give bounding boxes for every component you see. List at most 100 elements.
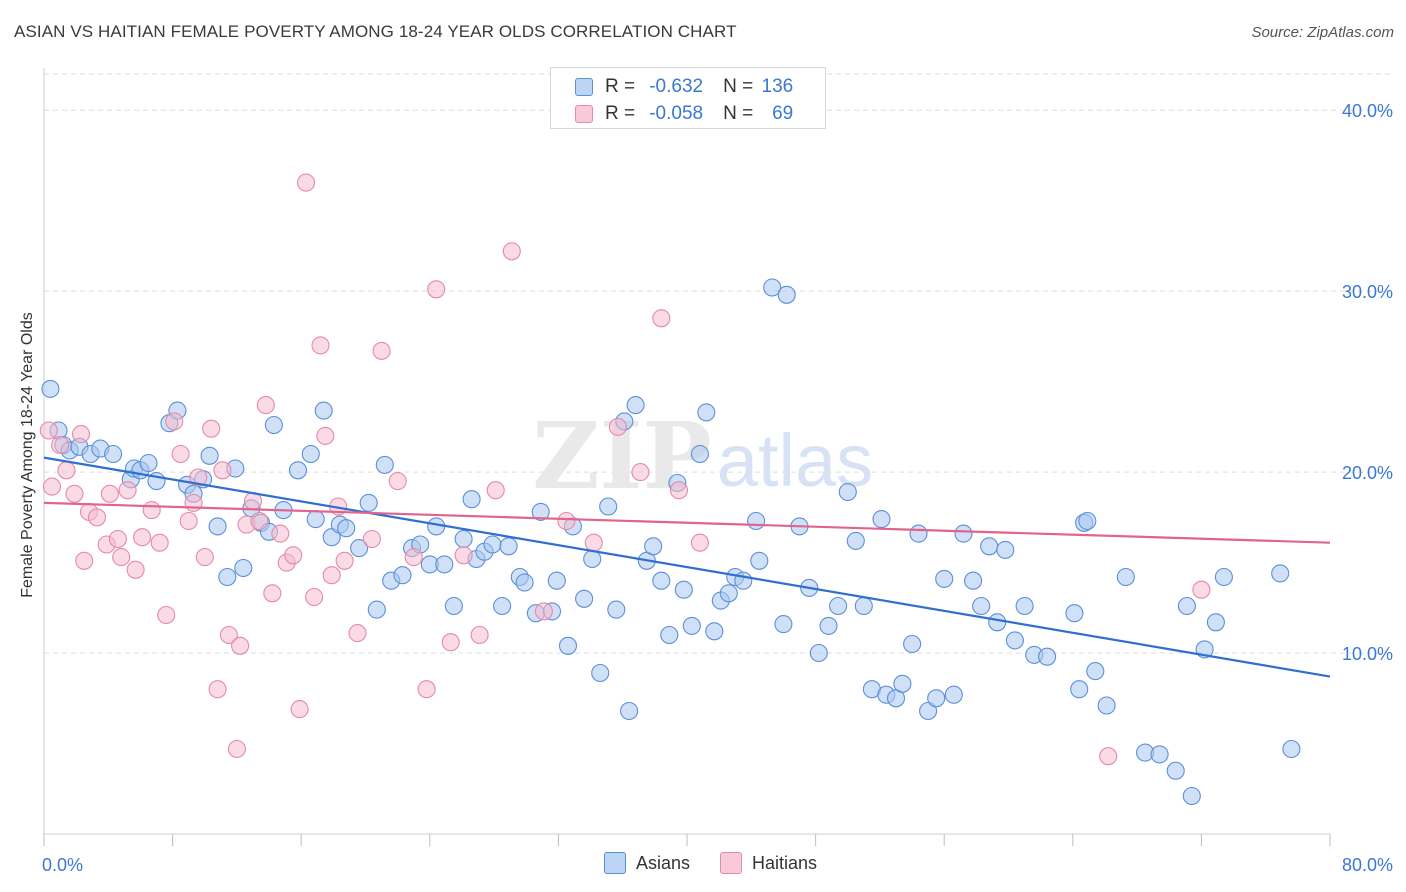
asian-point [41,379,60,398]
asian-point [697,403,716,422]
asian-point [682,616,701,635]
asian-point [200,446,219,465]
chart-title: ASIAN VS HAITIAN FEMALE POVERTY AMONG 18… [14,22,737,41]
asian-point [626,396,645,415]
asian-point [1038,647,1057,666]
source-label: Source: ZipAtlas.com [1251,24,1394,41]
haitian-point [75,551,94,570]
haitian-point [1192,580,1211,599]
haitian-point [608,417,627,436]
haitian-point [470,625,489,645]
haitians-legend-swatch [720,852,743,874]
haitian-point [404,548,423,567]
asian-point [104,444,123,464]
asian-point [829,596,848,616]
haitian-point [108,529,127,549]
haitian-point [388,472,407,491]
asian-point [367,600,386,619]
legend-item-haitians[interactable]: Haitians [720,852,817,874]
haitian-point [557,511,576,531]
asian-point [1116,567,1135,587]
asian-point [652,571,671,590]
r-label: R = [605,76,636,97]
y-tick-label: 20.0% [1342,463,1393,483]
r-value: -0.058 [649,103,704,124]
asian-point [674,580,693,599]
haitian-point [195,548,214,567]
r-label: R = [605,103,636,124]
asian-point [964,571,983,590]
haitian-point [284,546,303,565]
series-legend: Asians Haitians [604,852,847,874]
haitian-point [263,584,282,603]
y-axis-label: Female Poverty Among 18-24 Year Olds [19,312,36,598]
y-tick-label: 30.0% [1342,282,1393,302]
haitian-point [322,566,341,585]
asian-point [777,285,796,304]
haitian-point [335,551,354,570]
asian-point [375,455,394,474]
asians-trend-line [43,456,1331,678]
haitian-point [100,484,119,503]
haitian-point [1099,747,1118,766]
asian-point [314,401,333,420]
haitian-point [157,605,176,625]
x-tick-label: 80.0% [1342,855,1393,875]
asian-point [893,674,912,693]
stats-legend: R = -0.632 N = 136 R = -0.058 N = 69 [550,67,826,129]
asian-point [139,453,158,473]
y-tick-label: 10.0% [1342,644,1393,664]
asian-point [919,701,938,721]
asian-point [1086,662,1105,681]
r-value: -0.632 [649,76,704,97]
haitian-point [427,280,446,299]
asian-point [838,482,857,502]
asian-point [234,558,253,578]
asian-point [218,567,237,587]
asian-point [435,555,454,574]
asian-point [575,589,594,608]
haitians-swatch [575,105,593,123]
haitian-point [57,461,76,480]
haitian-point [39,421,58,440]
haitian-point [213,461,232,480]
asian-point [547,571,566,590]
haitian-point [171,444,190,464]
asian-point [322,528,341,547]
asian-point [1097,696,1116,715]
haitian-point [65,484,84,503]
legend-item-asians[interactable]: Asians [604,852,690,874]
points-layer [39,173,1301,806]
haitian-point [669,481,689,500]
haitian-point [311,336,330,355]
stats-row-asians: R = -0.632 N = 136 [575,74,793,100]
asian-point [359,493,378,512]
asian-point [620,701,639,721]
asian-point [690,444,709,464]
haitian-point [290,700,309,719]
asian-point [854,596,873,616]
legend-label-haitians: Haitians [752,852,818,873]
n-value: 69 [772,103,794,124]
asian-point [935,569,954,588]
asian-point [301,444,320,464]
haitian-point [652,309,671,328]
asian-point [719,584,738,603]
haitian-point [142,501,161,520]
asian-point [644,537,663,556]
n-label: N = [723,103,754,124]
asian-point [558,636,578,655]
haitian-point [133,528,152,547]
asian-point [927,689,946,708]
asian-point [774,615,793,634]
asian-point [493,596,512,616]
haitians-trend-line [43,501,1331,544]
legend-label-asians: Asians [636,852,691,873]
asian-point [1015,596,1034,616]
axis-layer [43,68,1331,846]
asian-point [591,663,610,683]
asian-point [393,566,412,585]
asian-point [1282,739,1301,759]
haitian-point [305,587,324,607]
haitian-point [87,508,107,527]
